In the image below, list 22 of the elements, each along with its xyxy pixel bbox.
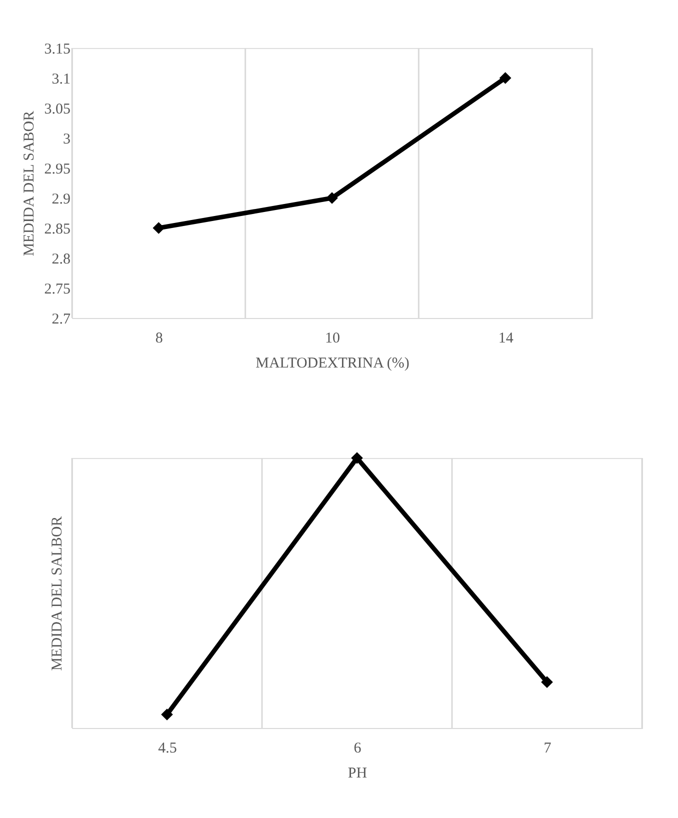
y-tick-label: 2.95 bbox=[44, 162, 70, 178]
x-tick-label: 8 bbox=[155, 330, 163, 346]
y-tick-label: 2.9 bbox=[52, 192, 70, 208]
x-tick-label: 6 bbox=[354, 740, 362, 756]
point bbox=[499, 72, 512, 84]
y-tick-label: 3 bbox=[63, 132, 70, 148]
x-tick-label: 7 bbox=[544, 740, 552, 756]
x-tick-label: 14 bbox=[498, 330, 514, 346]
x-tick-label: 10 bbox=[325, 330, 340, 346]
y-axis-title: MEDIDA DEL SABOR bbox=[21, 110, 38, 256]
y-tick-label: 2.75 bbox=[44, 282, 70, 298]
y-tick-label: 3.1 bbox=[52, 72, 70, 88]
x-axis-title: MALTODEXTRINA (%) bbox=[256, 356, 410, 372]
x-axis-title: PH bbox=[348, 766, 368, 782]
y-tick-label: 2.7 bbox=[52, 312, 71, 328]
point bbox=[326, 192, 338, 204]
y-tick-label: 3.15 bbox=[44, 42, 70, 58]
y-tick-label: 3.05 bbox=[44, 102, 70, 118]
y-tick-label: 2.8 bbox=[52, 252, 70, 268]
x-tick-label: 4.5 bbox=[158, 740, 177, 756]
y-axis-title: MEDIDA DEL SALBOR bbox=[50, 516, 66, 671]
y-tick-label: 2.85 bbox=[44, 222, 70, 238]
